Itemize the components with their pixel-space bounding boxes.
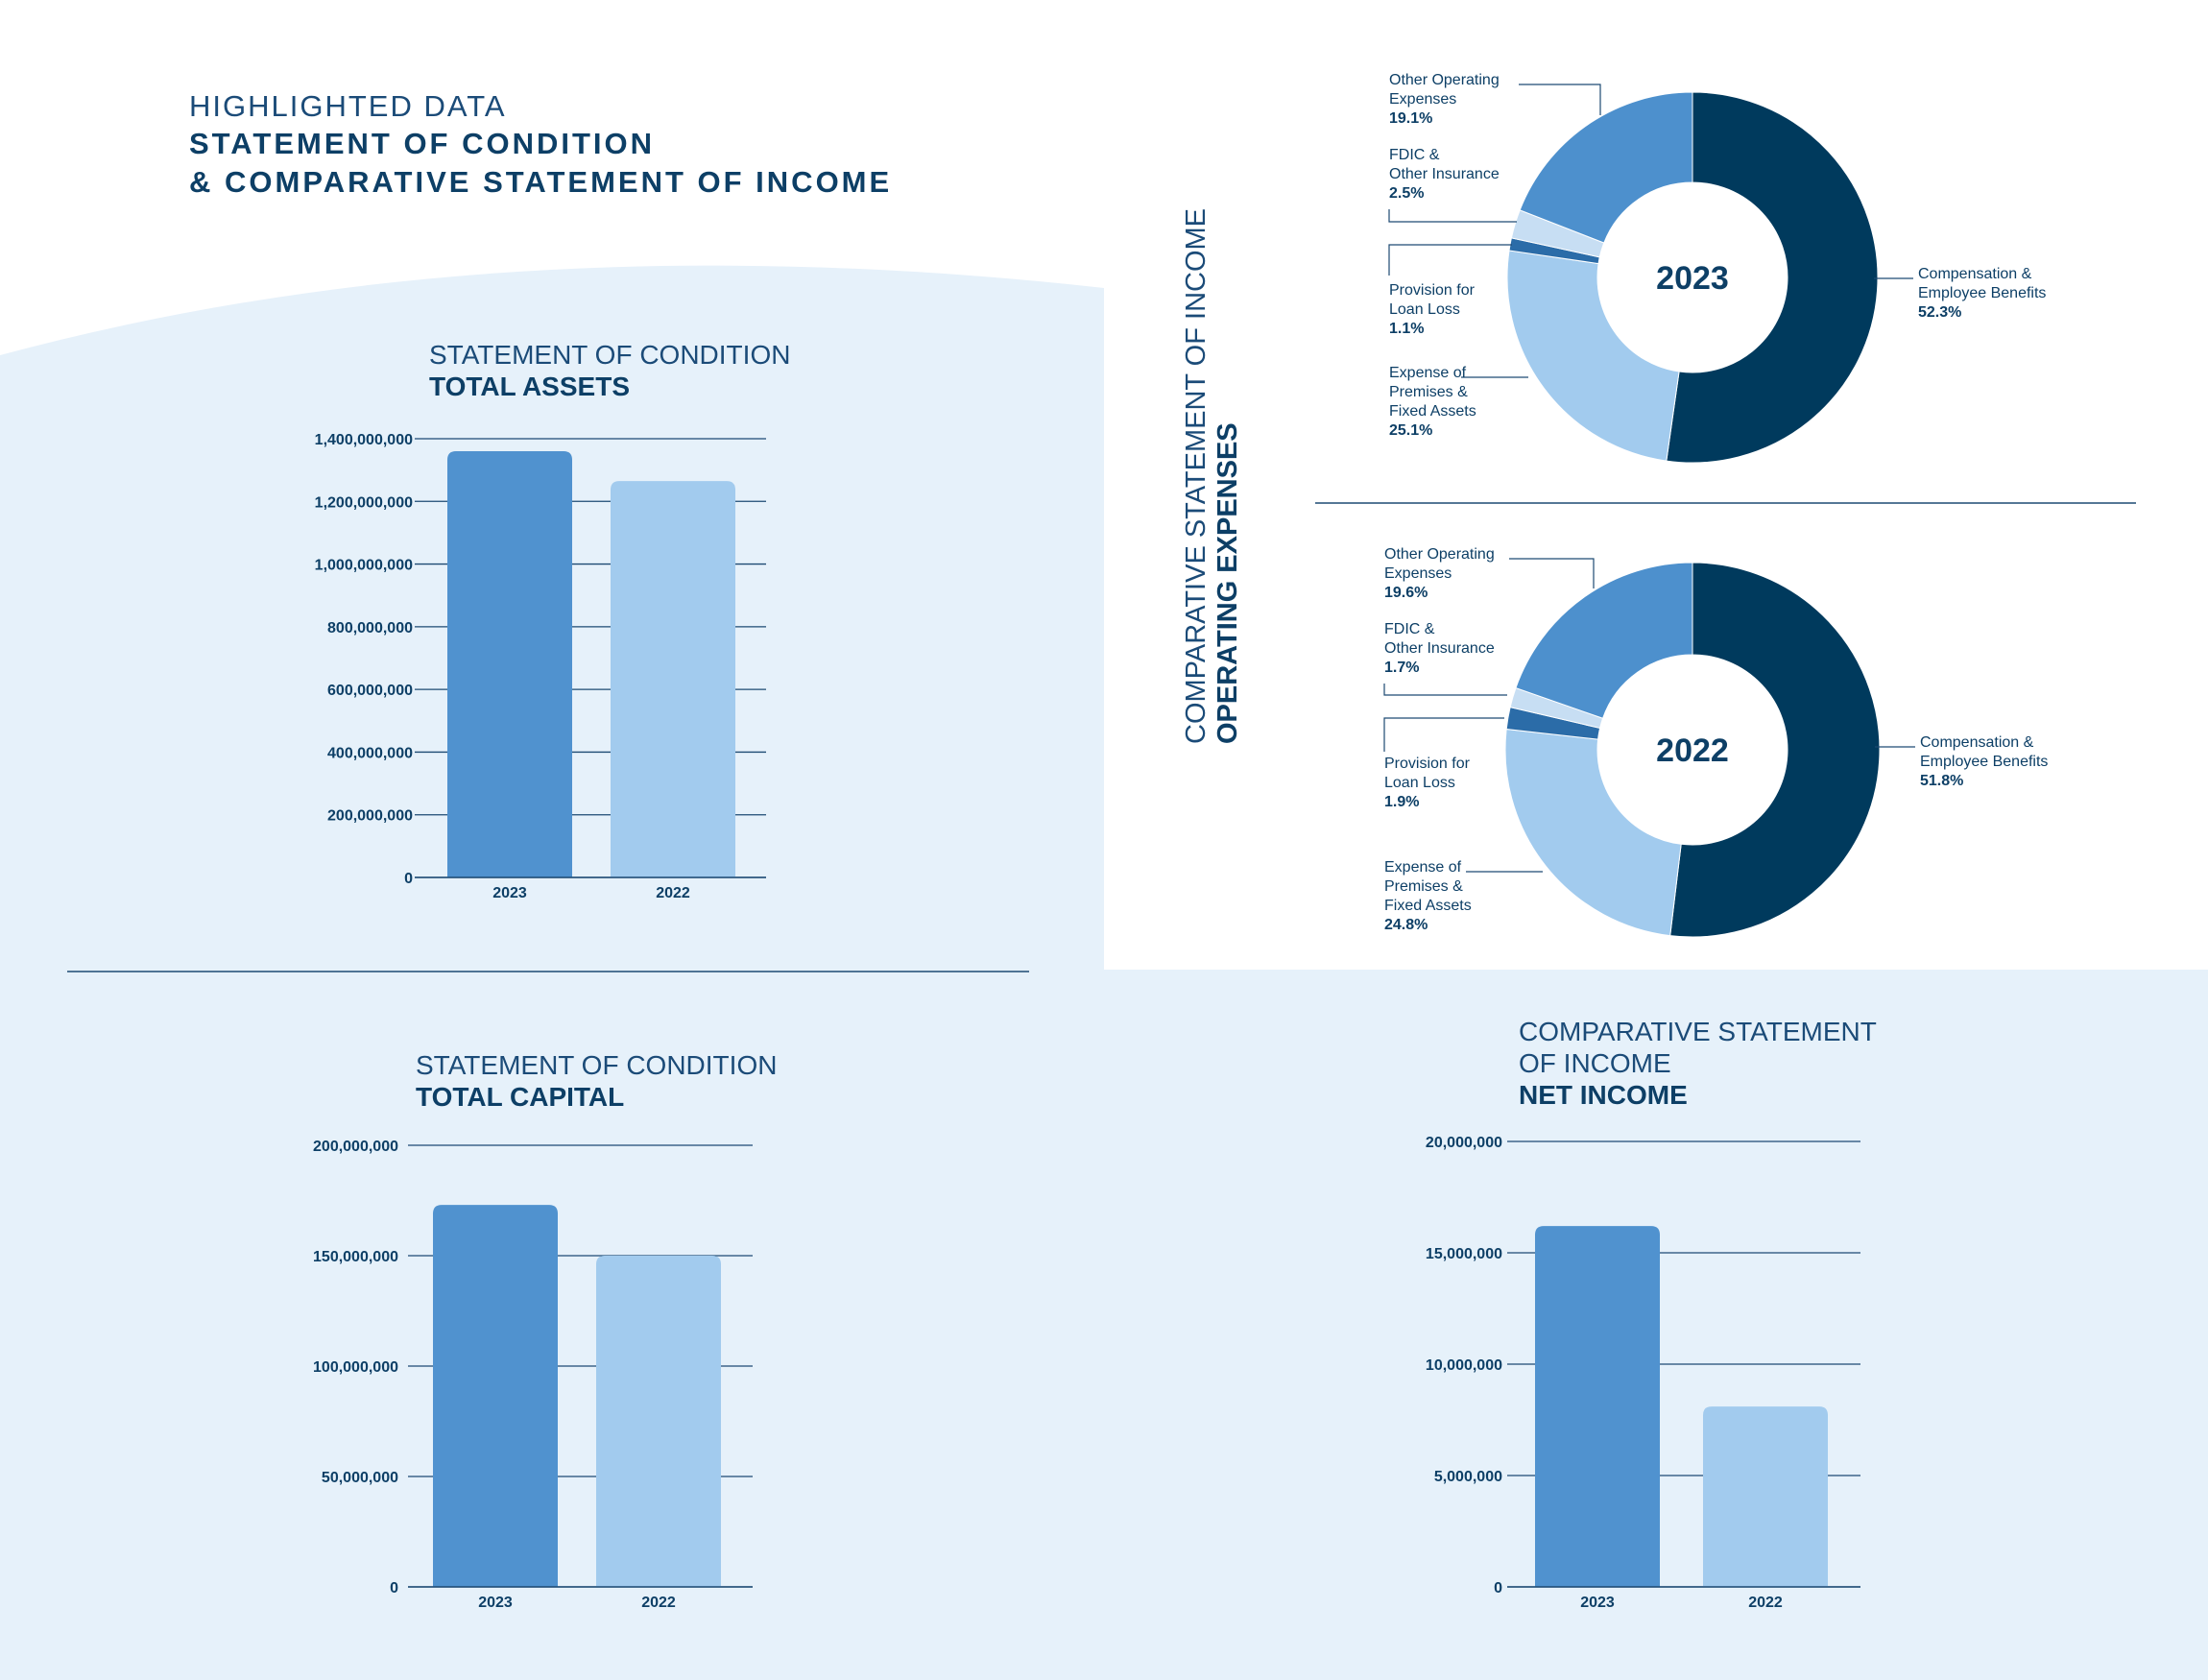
netincome-bar-2023 <box>1535 1226 1660 1587</box>
assets-ytick-label: 600,000,000 <box>327 683 413 699</box>
donut-2023-slice-label: Compensation & <box>1918 266 2032 282</box>
netincome-ytick-label: 15,000,000 <box>1426 1246 1502 1262</box>
capital-title-bold: TOTAL CAPITAL <box>416 1082 625 1112</box>
assets-bar-2023 <box>447 451 572 877</box>
donut-2022-slice-label: Fixed Assets <box>1384 898 1472 914</box>
donut-2023-slice-label: Expenses <box>1389 91 1456 108</box>
donut-2023-leader-line <box>1388 244 1512 276</box>
donut-2022-leader-line <box>1383 684 1507 696</box>
donut-2022-slice-label: Employee Benefits <box>1920 754 2048 770</box>
netincome-bar-2022 <box>1703 1406 1828 1587</box>
page-header: HIGHLIGHTED DATA STATEMENT OF CONDITION … <box>189 88 892 202</box>
donut-2023-slice-label: Fixed Assets <box>1389 403 1476 420</box>
assets-ytick-label: 400,000,000 <box>327 745 413 761</box>
donut-2022-slice-label: Expenses <box>1384 565 1452 582</box>
donut-2023-slice-0 <box>1666 91 1879 464</box>
donut-2022-slice-label: Expense of <box>1384 859 1462 876</box>
assets-ytick-label: 0 <box>404 871 413 887</box>
donut-2023-slice-label: Other Operating <box>1389 72 1500 88</box>
capital-ytick-label: 150,000,000 <box>313 1249 398 1265</box>
capital-ytick-label: 200,000,000 <box>313 1139 398 1155</box>
donut-2023-center-label: 2023 <box>1656 260 1729 297</box>
netincome-ytick-label: 5,000,000 <box>1434 1469 1502 1485</box>
header-kicker: HIGHLIGHTED DATA <box>189 89 507 123</box>
donut-2022-slice-label: Other Operating <box>1384 546 1495 563</box>
donut-2023-slice-pct: 52.3% <box>1918 304 1961 321</box>
donut-2022-leader-line <box>1509 558 1595 588</box>
netincome-title-light-2: OF INCOME <box>1519 1048 1671 1078</box>
donut-2023-leader-line <box>1388 209 1517 223</box>
donut-2022-slice-1 <box>1504 729 1682 937</box>
donut-2023-slice-pct: 25.1% <box>1389 422 1432 439</box>
donut-2023-slice-label: FDIC & <box>1389 147 1440 163</box>
donut-2023-slice-label: Other Insurance <box>1389 166 1500 182</box>
donut-2022-slice-pct: 24.8% <box>1384 917 1428 933</box>
assets-ytick-label: 200,000,000 <box>327 808 413 825</box>
donut-2022-slice-label: FDIC & <box>1384 621 1435 637</box>
donut-2022-slice-pct: 51.8% <box>1920 773 1963 789</box>
donut-2022-slice-0 <box>1669 562 1881 938</box>
netincome-xtick-label: 2022 <box>1748 1595 1783 1611</box>
assets-ytick-label: 800,000,000 <box>327 620 413 636</box>
capital-title: STATEMENT OF CONDITION TOTAL CAPITAL <box>416 1049 777 1113</box>
assets-xtick-label: 2023 <box>492 885 527 901</box>
donut-2022-slice-label: Premises & <box>1384 878 1463 895</box>
capital-ytick-label: 50,000,000 <box>322 1470 398 1486</box>
assets-ytick-label: 1,000,000,000 <box>315 558 413 574</box>
donut-2023-slice-label: Provision for <box>1389 282 1476 299</box>
donut-2022-slice-label: Other Insurance <box>1384 640 1495 657</box>
assets-bar-2022 <box>611 481 735 877</box>
donut-2022-slice-label: Loan Loss <box>1384 775 1455 791</box>
assets-title-light: STATEMENT OF CONDITION <box>429 340 791 370</box>
capital-ytick-label: 100,000,000 <box>313 1359 398 1376</box>
capital-title-light: STATEMENT OF CONDITION <box>416 1050 778 1080</box>
donut-2022-slice-4 <box>1515 562 1693 719</box>
assets-ytick-label: 1,400,000,000 <box>315 432 413 448</box>
assets-title: STATEMENT OF CONDITION TOTAL ASSETS <box>429 339 790 402</box>
header-title-line2: & COMPARATIVE STATEMENT OF INCOME <box>189 165 893 199</box>
donut-2023-slice-1 <box>1506 250 1680 462</box>
donut-2022-slice-label: Provision for <box>1384 756 1471 772</box>
donut-2023-slice-label: Premises & <box>1389 384 1468 400</box>
netincome-ytick-label: 0 <box>1494 1580 1502 1596</box>
donut-2022-leader-line <box>1383 717 1504 752</box>
donut-2023-slice-pct: 19.1% <box>1389 110 1432 127</box>
assets-xtick-label: 2022 <box>656 885 690 901</box>
donut-2023-leader-line <box>1519 84 1601 115</box>
donut-2022-slice-label: Compensation & <box>1920 734 2034 751</box>
header-title-line1: STATEMENT OF CONDITION <box>189 127 656 160</box>
capital-bar-2023 <box>433 1205 558 1587</box>
capital-xtick-label: 2022 <box>641 1595 676 1611</box>
netincome-title-bold: NET INCOME <box>1519 1080 1688 1110</box>
netincome-title-light-1: COMPARATIVE STATEMENT <box>1519 1017 1877 1046</box>
netincome-xtick-label: 2023 <box>1580 1595 1615 1611</box>
donut-2022-slice-pct: 1.9% <box>1384 794 1419 810</box>
donut-2022-center-label: 2022 <box>1656 732 1729 769</box>
donut-2022-slice-pct: 1.7% <box>1384 660 1419 676</box>
capital-xtick-label: 2023 <box>478 1595 513 1611</box>
donut-2022-slice-pct: 19.6% <box>1384 585 1428 601</box>
donut-2023-slice-label: Loan Loss <box>1389 301 1460 318</box>
donut-2023-slice-pct: 1.1% <box>1389 321 1424 337</box>
donut-2023-slice-label: Employee Benefits <box>1918 285 2046 301</box>
netincome-ytick-label: 20,000,000 <box>1426 1135 1502 1151</box>
netincome-title: COMPARATIVE STATEMENT OF INCOME NET INCO… <box>1519 1016 1877 1111</box>
donut-2023-slice-pct: 2.5% <box>1389 185 1424 202</box>
donut-2023-slice-label: Expense of <box>1389 365 1467 381</box>
assets-title-bold: TOTAL ASSETS <box>429 372 630 401</box>
capital-ytick-label: 0 <box>390 1580 398 1596</box>
netincome-ytick-label: 10,000,000 <box>1426 1357 1502 1374</box>
capital-bar-2022 <box>596 1256 721 1587</box>
donut-2023-slice-4 <box>1519 91 1693 244</box>
assets-ytick-label: 1,200,000,000 <box>315 494 413 511</box>
